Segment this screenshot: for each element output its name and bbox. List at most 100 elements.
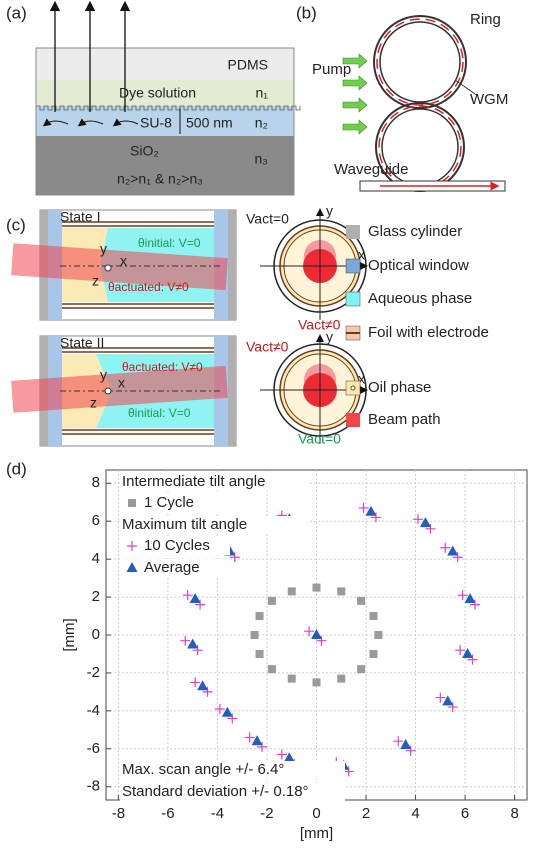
ring (380, 22, 460, 102)
x-tick-label: 0 (312, 805, 320, 822)
theta-label: θactuated: V≠0 (122, 360, 203, 374)
panel-a: (a) PDMS Dye solution n₁ SU-8 500 nm n₂ … (6, 3, 300, 195)
y-axis-label: [mm] (61, 618, 78, 651)
voltage-label: Vact=0 (298, 431, 341, 447)
legend-label: Aqueous phase (368, 290, 472, 307)
figure: (a) PDMS Dye solution n₁ SU-8 500 nm n₂ … (0, 0, 539, 851)
axis-z: z (92, 273, 99, 289)
panel-c: (c) State I θinitial: V=0 θactuated: V≠0… (6, 203, 489, 447)
state-label: State I (60, 209, 100, 225)
point (337, 587, 345, 595)
sio2-label: SiO₂ (130, 143, 159, 159)
point (357, 665, 365, 673)
panel-b: (b) Ring Pump WGM Waveguide (296, 3, 508, 191)
ring (374, 16, 466, 108)
axis-z: z (90, 395, 97, 411)
swatch (346, 413, 360, 427)
panel-label: (b) (296, 3, 317, 22)
x-tick-label: 6 (461, 805, 469, 822)
legend-label: Beam path (368, 411, 441, 428)
point (369, 612, 377, 620)
wgm-label: WGM (470, 91, 508, 108)
point (256, 612, 264, 620)
x-tick-label: -8 (112, 805, 125, 822)
x-axis-label: [mm] (300, 825, 333, 842)
wgm-path (377, 19, 463, 105)
point (268, 665, 276, 673)
swatch-dot (351, 386, 355, 390)
glass (228, 210, 236, 320)
theta-label: θinitial: V=0 (138, 236, 201, 250)
y-tick-label: -4 (87, 702, 100, 719)
glass (228, 336, 236, 446)
axis-x: x (120, 253, 127, 269)
legend-label: Average (144, 559, 200, 576)
ring-label: Ring (470, 11, 501, 28)
n1-label: n₁ (255, 85, 268, 101)
legend-label: Foil with electrode (368, 324, 489, 341)
point (288, 587, 296, 595)
voltage-label: Vact=0 (246, 211, 289, 227)
y-tick-label: 2 (92, 588, 100, 605)
origin (105, 388, 111, 394)
panel-label: (c) (6, 215, 26, 234)
thickness-label: 500 nm (186, 115, 233, 131)
annotation: Standard deviation +/- 0.18° (122, 783, 309, 800)
axis-x: x (118, 375, 125, 391)
legend-label: Glass cylinder (368, 223, 462, 240)
legend-label: Oil phase (368, 379, 431, 396)
theta-label: θactuated: V≠0 (108, 280, 189, 294)
panel-label: (d) (6, 459, 27, 478)
grating (36, 106, 300, 110)
y-tick-label: 4 (92, 550, 100, 567)
point (268, 597, 276, 605)
axis-y: y (100, 367, 107, 383)
pdms-label: PDMS (228, 57, 268, 73)
voltage-label: Vact≠0 (246, 339, 289, 355)
point (337, 675, 345, 683)
point (374, 631, 382, 639)
point (357, 597, 365, 605)
point (256, 650, 264, 658)
axis-y: y (100, 241, 107, 257)
dye-label: Dye solution (119, 85, 196, 101)
y-tick-label: 8 (92, 474, 100, 491)
swatch (346, 292, 360, 306)
theta-label: θinitial: V=0 (128, 406, 191, 420)
x-tick-label: -6 (161, 805, 174, 822)
point (369, 650, 377, 658)
panel-label: (a) (6, 3, 27, 22)
legend-c: Glass cylinder Optical window Aqueous ph… (346, 223, 489, 428)
axis-y: y (326, 203, 333, 219)
state-label: State II (60, 335, 104, 351)
point (313, 678, 321, 686)
point (288, 675, 296, 683)
x-tick-label: 4 (411, 805, 419, 822)
point (251, 631, 259, 639)
point (313, 584, 321, 592)
y-tick-label: 6 (92, 512, 100, 529)
legend-label: 10 Cycles (144, 537, 210, 554)
legend-marker (128, 499, 136, 507)
pump-label: Pump (312, 61, 351, 78)
origin (105, 265, 111, 271)
swatch (346, 259, 360, 273)
waveguide-label: Waveguide (334, 161, 409, 178)
y-tick-label: 0 (92, 626, 100, 643)
su8-label: SU-8 (140, 115, 172, 131)
n2-label: n₂ (255, 115, 268, 131)
legend-label: 1 Cycle (144, 494, 194, 511)
voltage-label: Vact≠0 (298, 317, 341, 333)
swatch (346, 225, 360, 239)
legend-header: Maximum tilt angle (122, 516, 247, 533)
y-tick-label: -8 (87, 778, 100, 795)
x-tick-label: 8 (510, 805, 518, 822)
x-tick-label: -2 (260, 805, 273, 822)
annotation: Max. scan angle +/- 6.4° (122, 761, 284, 778)
panel-d: (d) -8 -6 -4 -2 0 2 4 6 8 -8 -6 -4 -2 0 2 4 6 8 [mm] [mm] In… (6, 459, 527, 841)
legend-header: Intermediate tilt angle (122, 473, 265, 490)
x-tick-label: -4 (211, 805, 224, 822)
y-tick-label: -2 (87, 664, 100, 681)
x-tick-label: 2 (362, 805, 370, 822)
y-tick-label: -6 (87, 740, 100, 757)
